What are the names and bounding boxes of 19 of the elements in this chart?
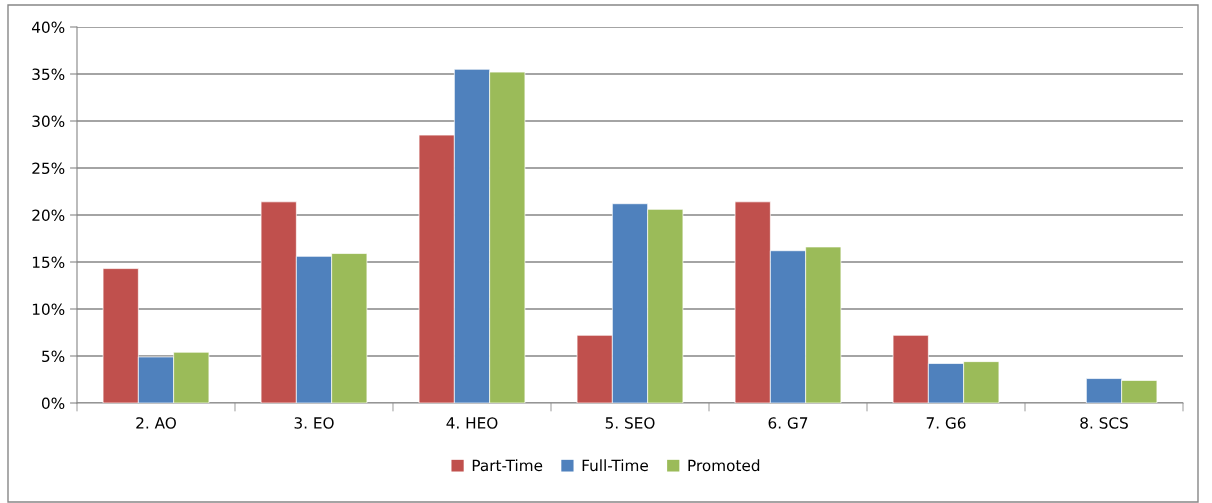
y-tick-label: 30% <box>32 115 65 128</box>
y-tick-label: 5% <box>42 350 65 363</box>
x-tick-label: 2. AO <box>136 417 176 429</box>
y-tick-label: 25% <box>32 162 65 175</box>
x-tick-label: 5. SEO <box>605 417 655 429</box>
x-tick-label: 4. HEO <box>446 417 498 429</box>
x-tick-label: 6. G7 <box>768 417 808 429</box>
legend-label: Part-Time <box>472 459 543 472</box>
y-tick-label: 10% <box>32 303 65 316</box>
y-tick-label: 35% <box>32 68 65 81</box>
y-tick-label: 20% <box>32 209 65 222</box>
x-tick-label: 8. SCS <box>1080 417 1128 429</box>
y-tick-label: 15% <box>32 256 65 269</box>
x-tick-label: 3. EO <box>294 417 334 429</box>
y-tick-label: 0% <box>41 397 65 410</box>
y-tick-label: 40% <box>31 21 65 34</box>
x-tick-label: 7. G6 <box>926 417 966 429</box>
legend-label: Promoted <box>688 459 760 472</box>
legend-label: Full-Time <box>582 459 648 472</box>
